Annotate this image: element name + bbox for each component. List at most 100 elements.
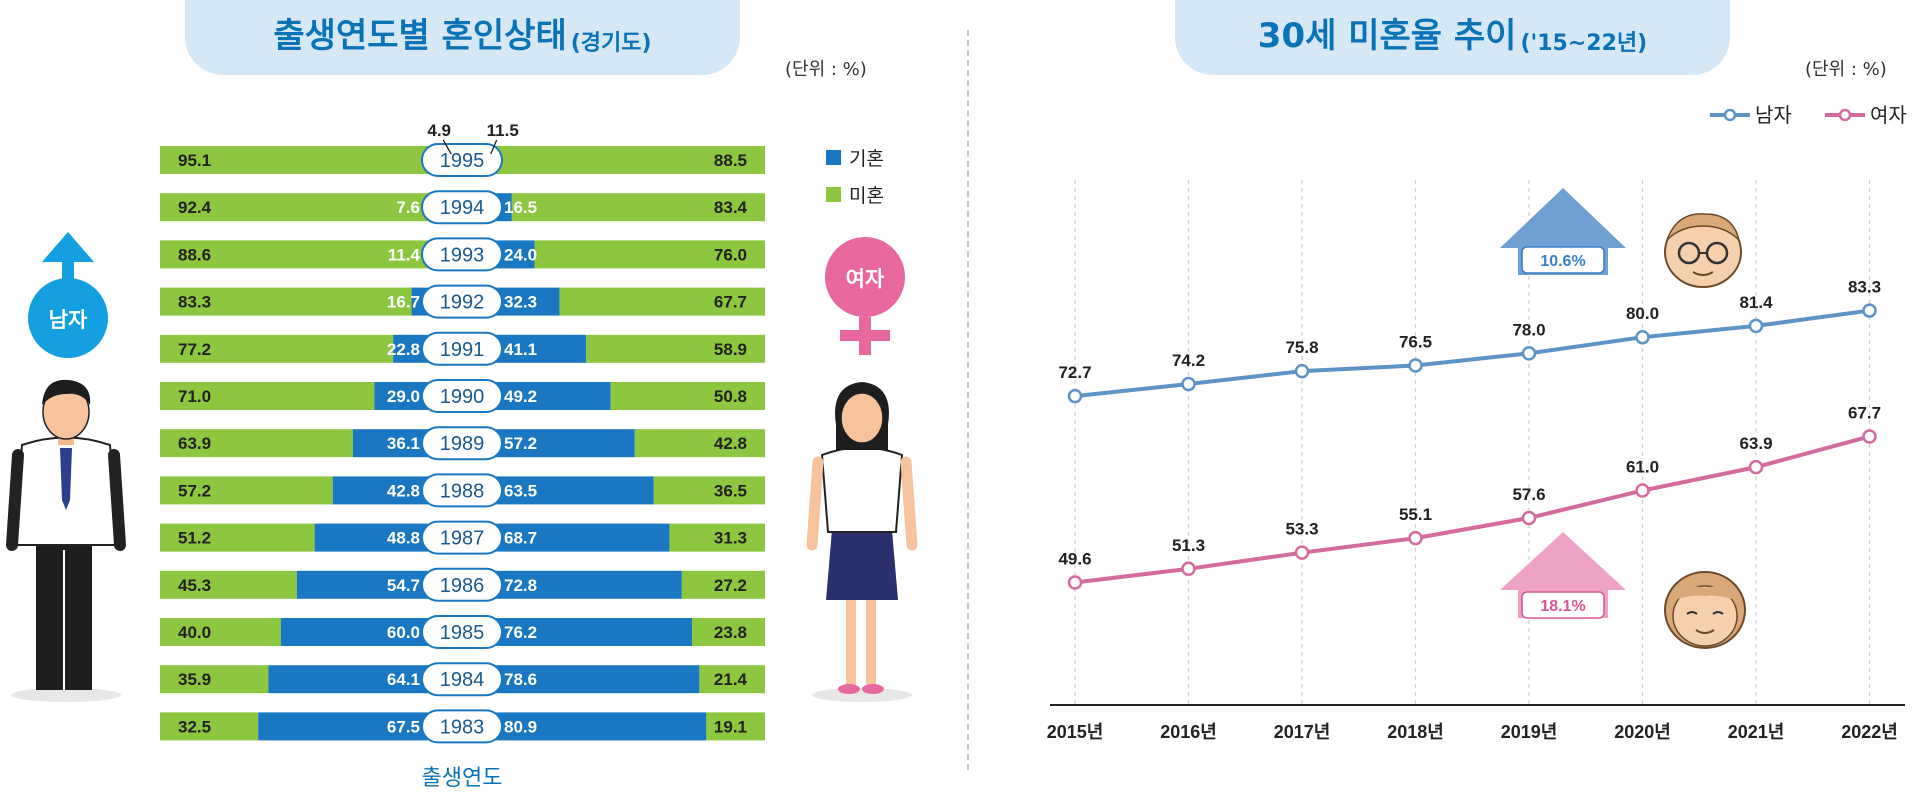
legend-label-female: 여자 — [1870, 104, 1907, 127]
label-male-unmarried: 63.9 — [178, 434, 211, 453]
year-label: 1985 — [440, 622, 485, 644]
point-male — [1521, 346, 1537, 361]
woman-face-bangs — [1675, 586, 1735, 600]
label-male-unmarried: 32.5 — [178, 717, 211, 736]
label-male-married: 7.6 — [396, 198, 420, 217]
label-female-married: 57.2 — [504, 434, 537, 453]
label-male-married: 22.8 — [387, 340, 420, 359]
woman-skirt — [826, 530, 898, 600]
x-tick-label: 2015년 — [1047, 722, 1104, 742]
woman-leg-right — [866, 590, 876, 685]
left-unit: (단위 : %) — [785, 59, 867, 80]
man-arm-right — [108, 449, 126, 551]
label-male-unmarried: 45.3 — [178, 576, 211, 595]
bar-male-unmarried — [160, 429, 353, 458]
year-label: 1995 — [440, 150, 485, 172]
year-label: 1984 — [440, 669, 485, 691]
man-illustration-icon — [6, 379, 126, 702]
right-title-period: ('15~22년) — [1520, 31, 1648, 56]
bar-male-unmarried — [160, 334, 394, 363]
unmarried-trend-chart: 2015년 2016년 2017년 2018년 2019년 2020년 2021년 2022년… — [1047, 104, 1907, 742]
bar-male-unmarried — [160, 240, 428, 269]
bar-male-unmarried — [160, 618, 281, 646]
bar-male-unmarried — [160, 712, 259, 741]
label-male-married: 36.1 — [387, 434, 420, 453]
man-hair — [42, 379, 91, 405]
bar-female-unmarried — [653, 476, 765, 505]
female-badge-label: 여자 — [846, 268, 885, 291]
woman-arm-left — [806, 456, 824, 551]
data-label-female: 53.3 — [1285, 520, 1318, 539]
label-male-married: 48.8 — [387, 529, 420, 548]
year-label: 1994 — [440, 197, 485, 219]
data-label-male: 80.0 — [1626, 304, 1659, 323]
label-male-unmarried: 88.6 — [178, 245, 211, 264]
year-pill — [421, 520, 503, 555]
left-title-pill: 출생연도별 혼인상태 (경기도) — [185, 0, 740, 75]
label-male-unmarried: 71.0 — [178, 387, 211, 406]
x-axis-label: 출생연도 — [422, 765, 503, 790]
panel-divider — [967, 30, 969, 770]
point-male — [1408, 358, 1423, 373]
bar-female-unmarried — [496, 146, 765, 174]
point-female — [1181, 561, 1196, 577]
label-female-unmarried: 19.1 — [714, 717, 747, 736]
leader-line — [490, 139, 498, 155]
label-female-married: 68.7 — [504, 529, 537, 548]
label-male-married: 67.5 — [387, 717, 420, 736]
year-label: 1992 — [440, 292, 485, 314]
label-male-married: 60.0 — [387, 623, 420, 642]
male-increase-label: 10.6% — [1540, 253, 1585, 270]
label-male-married: 64.1 — [387, 670, 420, 689]
data-label-female: 55.1 — [1399, 505, 1432, 524]
bar-female-unmarried — [559, 287, 765, 316]
label-female-unmarried: 83.4 — [714, 198, 748, 217]
woman-shadow — [812, 688, 912, 702]
bar-female-unmarried — [699, 665, 765, 694]
label-female-unmarried: 27.2 — [714, 576, 747, 595]
data-label-male: 75.8 — [1285, 338, 1318, 357]
year-label: 1990 — [440, 386, 485, 408]
year-pill — [421, 615, 503, 649]
data-label-male: 74.2 — [1172, 351, 1205, 370]
marital-status-chart: 1995 95.1 88.5 4.9 11.5 1994 92.4 83.4 7.6 16.5 19… — [6, 121, 918, 790]
data-label-male: 78.0 — [1512, 320, 1545, 339]
legend-swatch-unmarried — [826, 187, 841, 202]
label-female-married: 11.5 — [487, 121, 519, 140]
data-label-female: 63.9 — [1739, 434, 1772, 453]
data-label-male: 81.4 — [1739, 293, 1773, 312]
bar-male-unmarried — [160, 665, 269, 694]
label-female-unmarried: 36.5 — [714, 481, 747, 500]
label-female-married: 41.1 — [504, 340, 537, 359]
man-face-icon — [1664, 213, 1742, 288]
bar-female-unmarried — [669, 523, 765, 552]
data-label-female: 49.6 — [1058, 550, 1091, 569]
label-female-unmarried: 21.4 — [714, 670, 748, 689]
label-male-unmarried: 92.4 — [178, 198, 212, 217]
point-male — [1635, 329, 1650, 345]
bar-female-unmarried — [511, 193, 765, 222]
female-increase-label: 18.1% — [1540, 598, 1585, 615]
woman-illustration-icon — [806, 382, 918, 702]
x-tick-label: 2019년 — [1501, 722, 1558, 742]
year-pill — [421, 662, 503, 697]
x-tick-label: 2022년 — [1841, 722, 1898, 742]
bar-female-unmarried — [586, 334, 765, 363]
point-female — [1067, 575, 1083, 590]
year-label: 1988 — [440, 480, 485, 502]
bar-female-unmarried — [681, 570, 765, 599]
point-male — [1748, 318, 1764, 334]
male-increase-box — [1521, 246, 1605, 274]
label-male-married: 11.4 — [388, 245, 421, 264]
data-label-male: 72.7 — [1058, 363, 1091, 382]
label-female-married: 16.5 — [504, 198, 537, 217]
male-symbol-icon: 남자 — [28, 232, 108, 358]
label-female-unmarried: 23.8 — [714, 623, 747, 642]
label-male-married: 29.0 — [387, 387, 420, 406]
man-tie — [60, 448, 72, 510]
man-arm-left — [6, 449, 24, 551]
right-title-pill: 30세 미혼율 추이 ('15~22년) — [1175, 0, 1730, 75]
x-tick-label: 2017년 — [1274, 722, 1331, 742]
label-female-unmarried: 42.8 — [714, 434, 747, 453]
point-female — [1748, 459, 1764, 475]
